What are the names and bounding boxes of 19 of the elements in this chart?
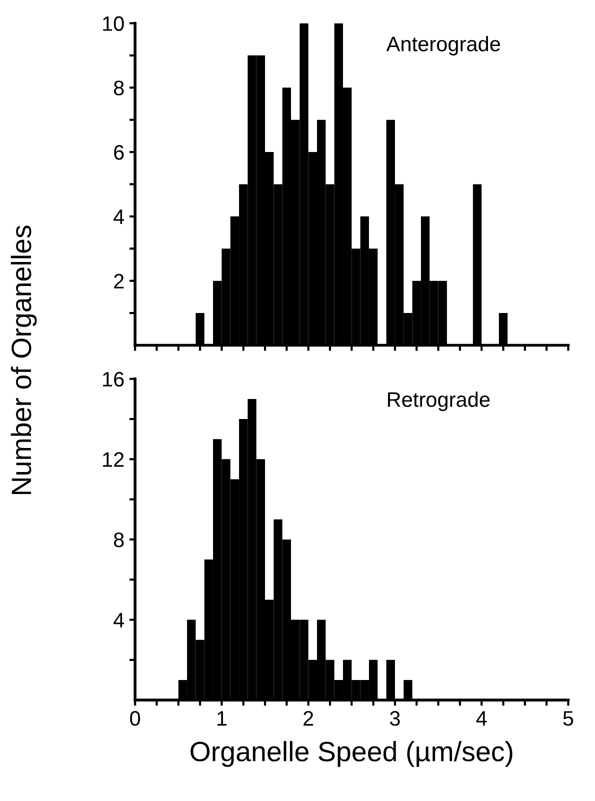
y-axis-title: Number of Organelles: [10, 226, 37, 494]
x-tick-label: 5: [563, 711, 574, 726]
y-tick-label: 8: [114, 80, 124, 96]
y-tick-label: 2: [114, 274, 124, 288]
x-tick-label: 2: [304, 711, 314, 726]
annotation: Retrograde: [388, 392, 490, 412]
y-tick-label: 6: [114, 145, 124, 160]
x-tick-label: 3: [390, 711, 400, 726]
x-tick-label: 0: [130, 711, 140, 726]
y-tick-label: 4: [114, 612, 124, 628]
annotation: Anterograde: [386, 36, 500, 56]
x-axis-title: Organelle Speed (µm/sec): [190, 741, 512, 767]
y-tick-label: 10: [103, 16, 124, 31]
x-tick-label: 1: [217, 711, 226, 726]
x-tick-label: 4: [476, 711, 487, 726]
y-tick-label: 4: [114, 210, 124, 224]
y-tick-label: 8: [114, 532, 124, 548]
y-tick-label: 16: [103, 372, 124, 387]
y-tick-label: 12: [103, 452, 124, 467]
